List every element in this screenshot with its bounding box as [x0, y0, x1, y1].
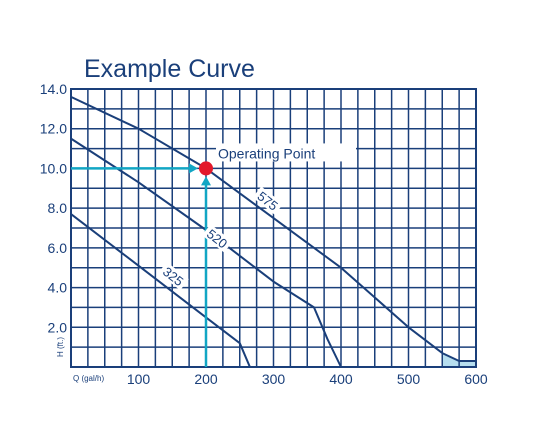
grid-layer: [70, 88, 477, 368]
plot-border: [70, 88, 477, 368]
curve-label-group-520: 520: [202, 224, 233, 253]
shade-layer: [442, 353, 476, 367]
x-tick-label: 100: [127, 371, 151, 387]
shaded-region: [442, 353, 476, 367]
y-tick-label: 8.0: [48, 200, 68, 216]
x-tick-label: 600: [464, 371, 488, 387]
guide-layer: [71, 163, 211, 367]
y-tick-label: 12.0: [40, 121, 67, 137]
curve-label-bg: [252, 186, 284, 215]
x-axis-label: Q (gal/h): [73, 374, 104, 383]
curve-label-group-325: 325: [158, 261, 189, 291]
point-layer: [199, 161, 213, 176]
chart-title: Example Curve: [84, 55, 255, 83]
x-tick-label: 500: [397, 371, 421, 387]
x-tick-label: 200: [194, 371, 218, 387]
curve-label-bg: [202, 224, 233, 253]
guide-arrow-right: [189, 163, 198, 174]
y-tick-label: 2.0: [48, 319, 68, 335]
curve-575: [70, 95, 476, 362]
tick-layer: 2.0 4.0 6.0 8.0 10.0 12.0 14.0 100 200 300 400 500 6…: [40, 81, 488, 387]
operating-point-label-bg: [216, 143, 356, 162]
y-axis-label: H (ft.): [56, 337, 65, 357]
x-tick-label: 400: [329, 371, 353, 387]
operating-point-marker: [199, 161, 213, 176]
guide-arrow-up: [201, 176, 211, 186]
y-tick-label: 6.0: [48, 240, 68, 256]
y-tick-label: 10.0: [40, 160, 67, 176]
curve-520: [70, 137, 342, 368]
operating-point-label: Operating Point: [218, 145, 315, 161]
x-tick-label: 300: [262, 371, 286, 387]
y-tick-label: 14.0: [40, 81, 67, 97]
y-tick-label: 4.0: [48, 280, 68, 296]
curve-label-bg: [158, 261, 189, 291]
